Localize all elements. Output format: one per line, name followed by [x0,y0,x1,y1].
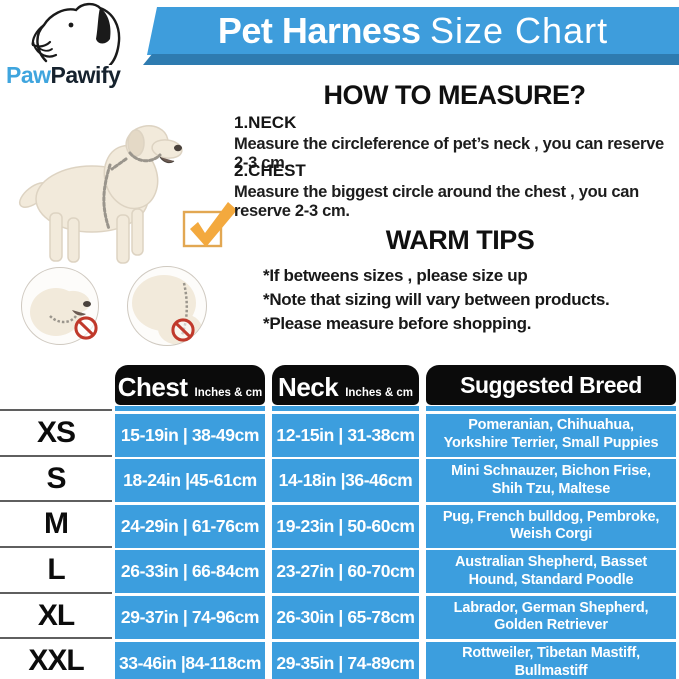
chest-value: 15-19in | 38-49cm [115,413,265,457]
neck-column-header: Neck Inches & cm [272,365,419,405]
column-accent-strip [272,406,419,411]
header-banner-shadow [143,54,679,65]
warm-tips-heading: WARM TIPS [385,225,535,255]
breed-value: Pug, French bulldog, Pembroke, Weish Cor… [426,504,676,548]
chest-value: 33-46in |84-118cm [115,641,265,679]
header-banner: Pet Harness Size Chart [147,7,679,55]
brand-name-pawify: Pawify [50,62,121,88]
column-accent-strip [115,406,265,411]
page-title-light: Size Chart [430,10,609,51]
warm-tip: *Please measure before shopping. [263,314,532,333]
how-to-measure-heading: HOW TO MEASURE? [323,80,587,110]
warm-tip: *If betweens sizes , please size up [263,266,528,285]
page-title: Pet Harness Size Chart [218,10,608,52]
size-label-column: XS S M L XL XXL [0,409,112,679]
warm-tip: *Note that sizing will vary between prod… [263,290,610,309]
brand-dog-icon [31,2,121,65]
step-chest-label: 2.CHEST [234,161,306,180]
wrong-example-chest-photo [127,266,207,346]
chest-value: 26-33in | 66-84cm [115,550,265,594]
brand-name: PawPawify [6,62,121,89]
column-accent-strip [426,406,676,411]
checkmark-icon [182,202,237,248]
size-label: XXL [0,637,112,679]
chest-header-title: Chest [117,372,188,402]
neck-value: 23-27in | 60-70cm [272,550,419,594]
size-label: S [0,454,112,501]
chest-column: Chest Inches & cm 15-19in | 38-49cm 18-2… [115,365,265,679]
chest-value: 18-24in |45-61cm [115,459,265,503]
neck-header-subtitle: Inches & cm [345,387,413,399]
neck-value: 19-23in | 50-60cm [272,504,419,548]
size-label: XS [0,409,112,455]
neck-value: 12-15in | 31-38cm [272,413,419,457]
neck-value: 29-35in | 74-89cm [272,641,419,679]
breed-value: Australian Shepherd, Basset Hound, Stand… [426,550,676,594]
chest-value: 29-37in | 74-96cm [115,595,265,639]
neck-column: Neck Inches & cm 12-15in | 31-38cm 14-18… [272,365,419,679]
breed-value: Labrador, German Shepherd, Golden Retrie… [426,595,676,639]
breed-column-header: Suggested Breed [426,365,676,405]
prohibited-icon [171,318,195,342]
breed-value: Mini Schnauzer, Bichon Frise, Shih Tzu, … [426,459,676,503]
size-label: L [0,546,112,592]
step-neck-label: 1.NECK [234,113,297,132]
step-neck-text: Measure the circleference of pet’s neck … [234,135,664,172]
breed-column: Suggested Breed Pomeranian, Chihuahua, Y… [426,365,676,679]
neck-value: 26-30in | 65-78cm [272,595,419,639]
chest-value: 24-29in | 61-76cm [115,504,265,548]
breed-value: Rottweiler, Tibetan Mastiff, Bullmastiff [426,641,676,679]
page-title-bold: Pet Harness [217,10,421,51]
chest-header-subtitle: Inches & cm [194,387,263,399]
neck-header-title: Neck [278,372,339,402]
neck-value: 14-18in |36-46cm [272,459,419,503]
step-chest-text: Measure the biggest circle around the ch… [234,183,639,220]
brand-name-paw: Paw [6,62,51,88]
size-table: XS S M L XL XXL Chest Inches & cm 15-19i… [0,363,679,679]
size-label: M [0,500,112,546]
chest-column-header: Chest Inches & cm [115,365,265,405]
dog-photo [18,125,183,264]
breed-header-title: Suggested Breed [460,372,642,398]
size-label: XL [0,591,112,638]
breed-value: Pomeranian, Chihuahua, Yorkshire Terrier… [426,413,676,457]
prohibited-icon [74,316,98,340]
